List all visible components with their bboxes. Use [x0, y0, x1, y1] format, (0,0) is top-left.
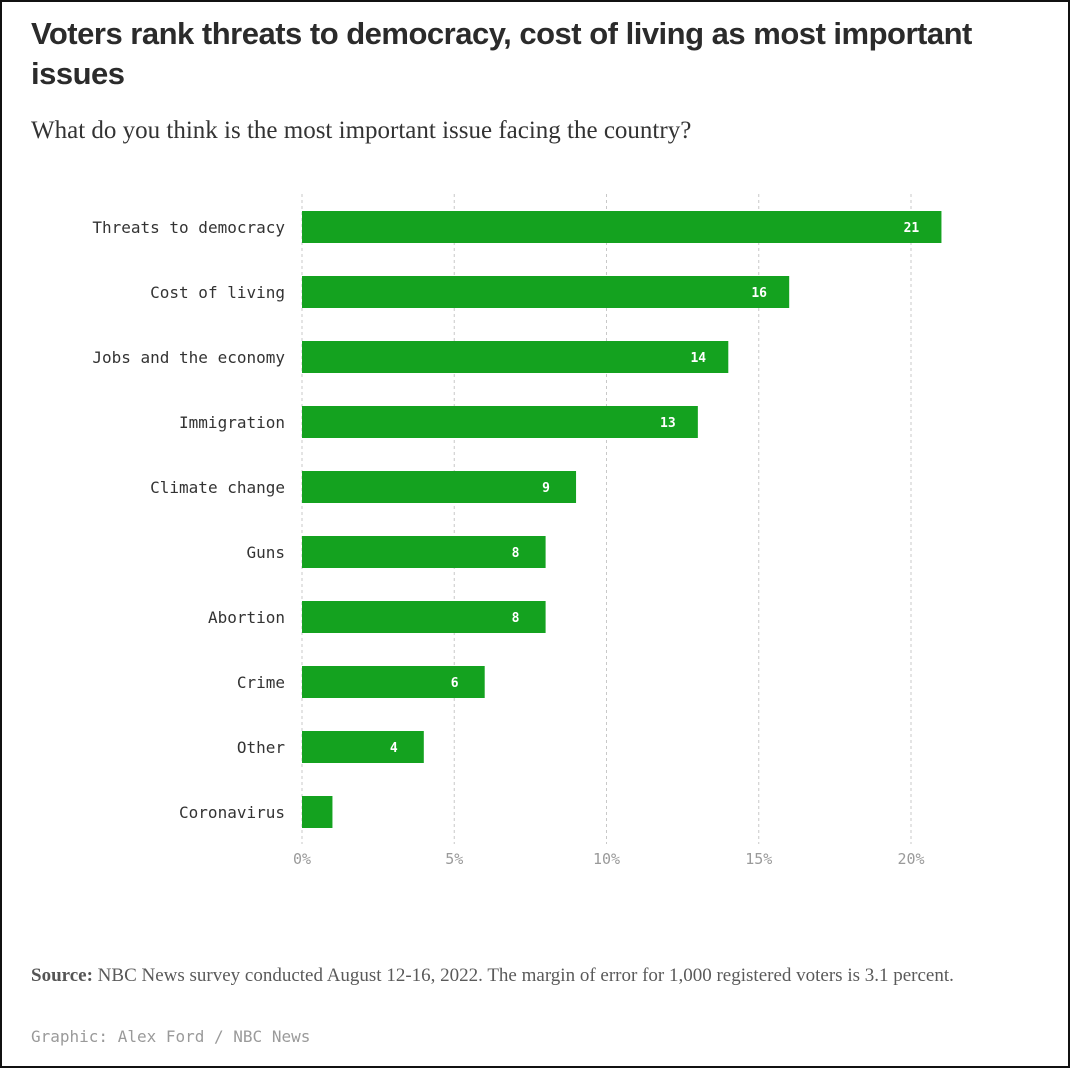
- bar-other: [302, 731, 424, 763]
- graphic-credit: Graphic: Alex Ford / NBC News: [31, 1027, 311, 1046]
- category-label-abortion: Abortion: [208, 608, 285, 627]
- bar-threats-to-democracy: [302, 211, 942, 243]
- category-labels: Threats to democracy Cost of living Jobs a…: [92, 218, 285, 822]
- category-label-coronavirus: Coronavirus: [179, 803, 285, 822]
- category-label-cost-of-living: Cost of living: [150, 283, 285, 302]
- bar-climate-change: [302, 471, 577, 503]
- bar-immigration: [302, 406, 698, 438]
- bar-coronavirus: [302, 796, 333, 828]
- chart-title: Voters rank threats to democracy, cost o…: [31, 16, 972, 91]
- bar-jobs-and-the-economy: [302, 341, 729, 373]
- value-label-threats-to-democracy: 21: [904, 221, 920, 236]
- category-label-crime: Crime: [237, 673, 285, 692]
- bar-crime: [302, 666, 485, 698]
- x-tick-label-5: 5%: [445, 850, 463, 868]
- category-label-immigration: Immigration: [179, 413, 285, 432]
- value-label-crime: 6: [451, 676, 459, 691]
- value-label-other: 4: [390, 741, 398, 756]
- x-tick-label-10: 10%: [593, 850, 620, 868]
- x-tick-label-0: 0%: [293, 850, 311, 868]
- x-tick-label-15: 15%: [745, 850, 772, 868]
- bar-cost-of-living: [302, 276, 790, 308]
- value-label-climate-change: 9: [542, 481, 550, 496]
- category-label-threats-to-democracy: Threats to democracy: [92, 218, 285, 237]
- bar-guns: [302, 536, 546, 568]
- value-label-abortion: 8: [512, 611, 520, 626]
- category-label-jobs-and-the-economy: Jobs and the economy: [92, 348, 285, 367]
- source-text: NBC News survey conducted August 12-16, …: [97, 965, 954, 986]
- value-label-cost-of-living: 16: [751, 286, 767, 301]
- value-label-immigration: 13: [660, 416, 676, 431]
- bars: 21 16 14 13 9 8 8 6 4: [302, 211, 942, 828]
- source-note: Source: NBC News survey conducted August…: [31, 964, 1021, 988]
- value-label-guns: 8: [512, 546, 520, 561]
- category-label-guns: Guns: [246, 543, 285, 562]
- x-tick-label-20: 20%: [897, 850, 924, 868]
- value-label-jobs-and-the-economy: 14: [690, 351, 706, 366]
- chart-subtitle: What do you think is the most important …: [31, 117, 692, 144]
- x-axis-ticks: 0% 5% 10% 15% 20%: [293, 850, 925, 868]
- bar-abortion: [302, 601, 546, 633]
- bar-chart: 21 16 14 13 9 8 8 6 4 Threats to democracy Cost o…: [92, 194, 942, 868]
- category-label-climate-change: Climate change: [150, 478, 285, 497]
- source-label: Source:: [31, 965, 93, 986]
- category-label-other: Other: [237, 738, 286, 757]
